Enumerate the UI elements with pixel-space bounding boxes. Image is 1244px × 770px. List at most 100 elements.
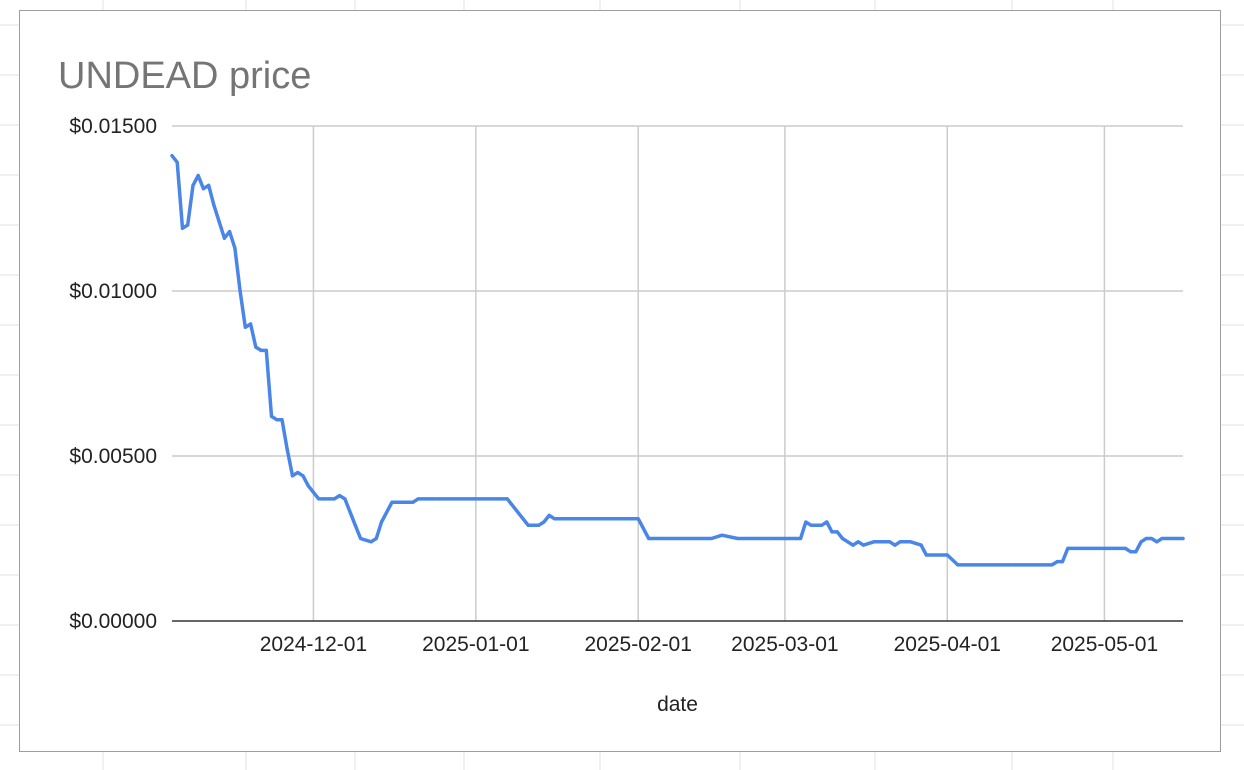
data-point — [526, 523, 530, 527]
data-point — [872, 540, 876, 544]
x-tick-label: 2025-02-01 — [585, 633, 692, 656]
data-point — [222, 236, 226, 240]
data-point — [552, 517, 556, 521]
data-point — [898, 540, 902, 544]
data-point — [814, 523, 818, 527]
data-point — [1024, 563, 1028, 567]
data-point — [652, 536, 656, 541]
data-point — [212, 203, 216, 207]
data-point — [311, 490, 316, 494]
data-point — [882, 540, 887, 544]
data-point — [228, 230, 232, 234]
x-tick-label: 2024-12-01 — [260, 633, 367, 656]
data-point — [296, 470, 300, 475]
data-point — [1123, 546, 1127, 551]
data-point — [537, 523, 541, 527]
data-point — [825, 520, 829, 524]
chart-title: UNDEAD price — [58, 55, 312, 97]
data-point — [1113, 546, 1117, 551]
data-point — [254, 345, 258, 349]
data-point — [390, 500, 394, 504]
data-point — [369, 540, 373, 544]
data-point — [505, 497, 509, 501]
data-point — [395, 500, 399, 504]
data-point — [751, 536, 756, 541]
data-point — [956, 563, 960, 567]
data-point — [783, 536, 787, 541]
data-point — [264, 348, 268, 352]
data-point — [353, 523, 357, 527]
data-point — [186, 223, 190, 227]
data-point — [400, 500, 405, 504]
data-point — [945, 553, 949, 557]
data-point — [196, 173, 200, 178]
data-point — [1160, 536, 1164, 541]
price-line — [170, 153, 1185, 567]
data-point — [175, 160, 179, 164]
data-point — [233, 246, 237, 250]
data-point — [830, 530, 834, 534]
data-point — [201, 187, 206, 191]
data-point — [259, 348, 263, 352]
data-point — [280, 418, 284, 422]
data-point — [306, 484, 310, 488]
data-point — [343, 497, 347, 501]
data-point — [327, 497, 331, 501]
y-tick-label: $0.00500 — [69, 445, 157, 468]
data-point — [180, 226, 185, 230]
data-point — [1176, 536, 1180, 541]
data-point — [1155, 540, 1159, 544]
data-point — [819, 523, 824, 527]
x-tick-label: 2025-03-01 — [731, 633, 838, 656]
data-point — [1055, 560, 1059, 564]
data-point — [961, 563, 965, 567]
data-point — [285, 447, 289, 451]
data-point — [924, 553, 928, 557]
data-point — [1129, 550, 1133, 554]
data-point — [290, 474, 295, 478]
data-point — [1013, 563, 1017, 567]
x-tick-label: 2025-05-01 — [1051, 633, 1158, 656]
data-point — [463, 497, 467, 501]
data-point — [573, 517, 577, 521]
data-point — [406, 500, 410, 504]
data-point — [332, 497, 336, 501]
data-point — [835, 530, 839, 534]
data-point — [992, 563, 997, 567]
data-point — [799, 536, 803, 541]
data-point — [317, 497, 321, 501]
data-point — [673, 536, 677, 541]
data-point — [788, 536, 792, 541]
data-point — [767, 536, 771, 541]
data-point — [374, 536, 378, 541]
data-point — [846, 540, 850, 544]
chart-container[interactable]: UNDEAD price — [19, 10, 1221, 752]
data-point — [207, 183, 211, 187]
x-tick-label: 2025-04-01 — [894, 633, 1001, 656]
y-tick-label: $0.01000 — [69, 280, 157, 303]
data-point — [411, 500, 415, 504]
y-tick-label: $0.01500 — [69, 115, 157, 138]
data-point — [704, 536, 708, 541]
data-point — [437, 497, 441, 501]
data-point — [589, 517, 593, 521]
data-point — [547, 513, 551, 518]
data-point — [1165, 536, 1169, 541]
data-point — [1118, 546, 1122, 551]
data-point — [322, 497, 326, 501]
x-axis-title: date — [657, 693, 698, 716]
data-point — [647, 536, 651, 541]
data-point — [709, 536, 714, 541]
data-point — [301, 474, 305, 478]
data-point — [1097, 546, 1101, 551]
data-point — [1134, 550, 1138, 554]
data-point — [809, 523, 813, 527]
data-point — [1060, 560, 1065, 564]
data-point — [699, 536, 703, 541]
data-point — [1149, 536, 1154, 541]
data-point — [1066, 546, 1070, 551]
data-point — [919, 543, 923, 547]
data-point — [191, 183, 195, 187]
data-point — [840, 536, 845, 541]
